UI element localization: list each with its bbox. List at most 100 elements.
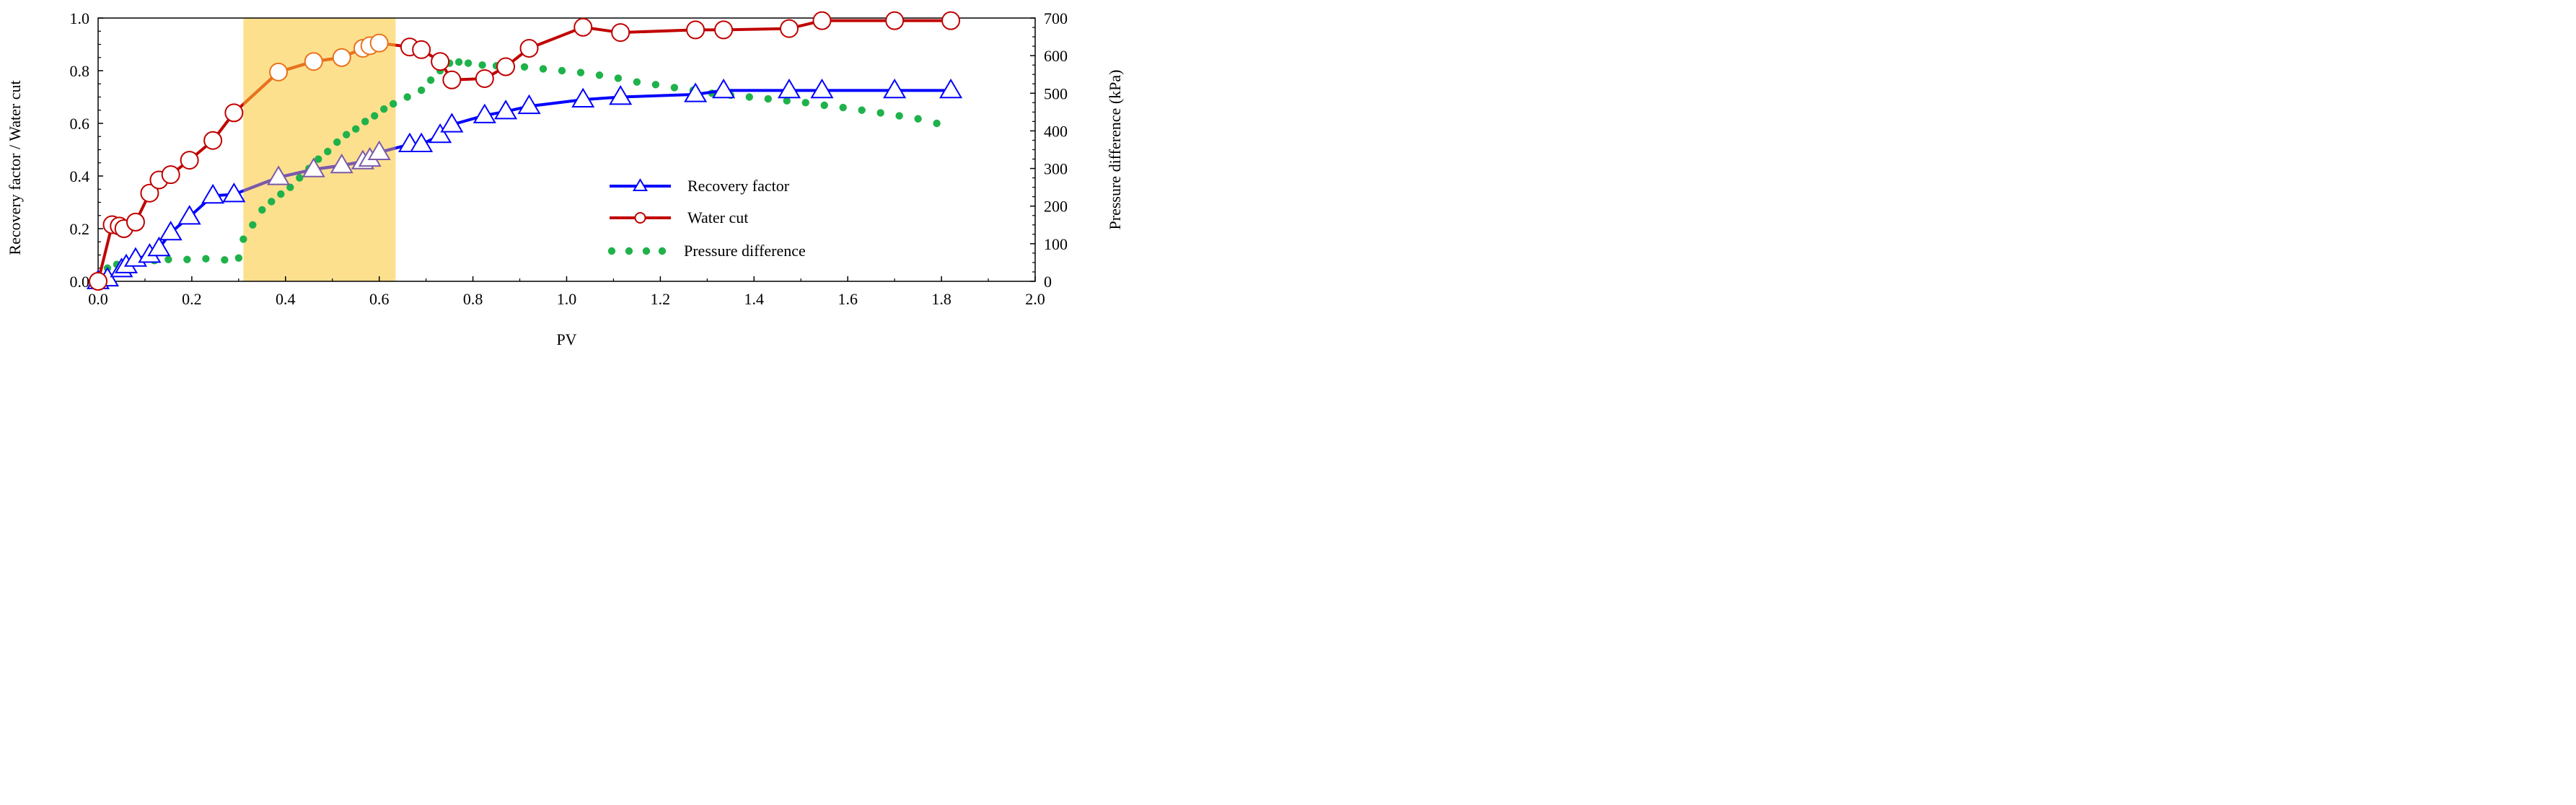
water-cut-point bbox=[431, 52, 450, 71]
water-cut-point bbox=[332, 48, 351, 67]
pressure-difference-point bbox=[651, 81, 660, 89]
pressure-difference-point bbox=[895, 112, 903, 120]
pressure-difference-point bbox=[454, 58, 463, 66]
pressure-difference-point bbox=[296, 174, 304, 182]
y-left-tick-label: 0.2 bbox=[70, 220, 90, 238]
water-cut-line bbox=[97, 19, 951, 282]
pressure-difference-point bbox=[670, 84, 679, 92]
water-cut-line-in-band bbox=[243, 41, 396, 107]
recovery-factor-point bbox=[201, 183, 225, 204]
recovery-factor-point bbox=[472, 103, 496, 123]
water-cut-point bbox=[442, 70, 462, 89]
recovery-factor-point bbox=[302, 157, 325, 177]
pressure-difference-point bbox=[221, 256, 229, 264]
pressure-difference-point bbox=[234, 254, 243, 262]
recovery-factor-point bbox=[222, 182, 246, 203]
series-layer bbox=[86, 11, 963, 291]
water-cut-point bbox=[686, 20, 705, 40]
water-cut-point bbox=[780, 19, 799, 38]
y-left-tick-label: 0.0 bbox=[70, 273, 90, 291]
y-right-tick-label: 500 bbox=[1044, 84, 1068, 102]
y-left-tick-label: 0.4 bbox=[70, 167, 90, 185]
x-tick-label: 1.6 bbox=[838, 290, 858, 308]
legend-label-pressure-difference: Pressure difference bbox=[684, 242, 806, 260]
pressure-difference-point bbox=[371, 112, 379, 120]
y-right-tick-label: 300 bbox=[1044, 160, 1068, 178]
x-tick-label: 1.8 bbox=[931, 290, 951, 308]
pressure-difference-point bbox=[258, 206, 266, 214]
water-cut-point bbox=[519, 38, 539, 58]
water-cut-point bbox=[573, 17, 593, 37]
x-tick-label: 1.4 bbox=[744, 290, 765, 308]
water-cut-point bbox=[224, 103, 244, 123]
pressure-difference-point bbox=[352, 125, 360, 133]
pressure-difference-point bbox=[389, 100, 397, 108]
pressure-difference-point bbox=[858, 106, 866, 114]
legend: Recovery factor Water cut Pressure diffe… bbox=[607, 177, 806, 260]
pressure-difference-point bbox=[202, 255, 210, 263]
pressure-difference-point bbox=[361, 118, 369, 126]
pressure-difference-point bbox=[464, 59, 472, 67]
recovery-factor-point bbox=[777, 78, 801, 99]
recovery-factor-point bbox=[428, 123, 452, 144]
recovery-factor-point bbox=[517, 94, 541, 115]
pressure-difference-point bbox=[914, 115, 922, 123]
x-tick-label: 1.0 bbox=[557, 290, 577, 308]
recovery-factor-point bbox=[571, 87, 595, 107]
pressure-difference-point bbox=[783, 97, 791, 105]
pressure-difference-point bbox=[764, 94, 772, 103]
water-cut-point bbox=[161, 165, 180, 185]
y-left-tick-label: 0.6 bbox=[70, 115, 90, 133]
legend-dot-pressure-difference bbox=[658, 247, 667, 255]
x-tick-label: 0.2 bbox=[182, 290, 202, 308]
pressure-difference-point bbox=[183, 255, 191, 263]
x-tick-label: 0.0 bbox=[88, 290, 108, 308]
pressure-difference-point bbox=[539, 65, 548, 73]
legend-item-recovery-factor: Recovery factor bbox=[610, 177, 790, 195]
pressure-difference-point bbox=[614, 74, 623, 82]
pressure-difference-point bbox=[820, 101, 828, 110]
water-cut-point bbox=[126, 212, 145, 232]
pressure-difference-point bbox=[343, 131, 351, 138]
legend-dot-pressure-difference bbox=[642, 247, 651, 255]
water-cut-point bbox=[412, 40, 431, 59]
pressure-difference-point bbox=[315, 155, 322, 163]
pressure-difference-point bbox=[876, 109, 884, 117]
pressure-difference-point bbox=[333, 138, 341, 146]
water-cut-point bbox=[180, 151, 199, 170]
recovery-factor-point bbox=[367, 140, 391, 160]
water-cut-point bbox=[269, 62, 289, 82]
y-right-tick-label: 100 bbox=[1044, 235, 1068, 253]
legend-item-water-cut: Water cut bbox=[610, 208, 748, 226]
water-cut-point bbox=[714, 20, 734, 40]
pressure-difference-point bbox=[745, 93, 754, 101]
pressure-difference-point bbox=[520, 63, 529, 71]
recovery-factor-point bbox=[410, 132, 434, 153]
y-right-tick-label: 400 bbox=[1044, 122, 1068, 140]
pressure-difference-point bbox=[268, 198, 276, 206]
water-cut-point bbox=[812, 11, 832, 30]
chart: 0.0 0.2 0.4 0.6 0.8 1.0 1.2 1.4 1.6 1.8 2.0 0.0 0.2 0… bbox=[6, 9, 1124, 348]
legend-dot-pressure-difference bbox=[625, 247, 633, 255]
pressure-difference-point bbox=[417, 86, 426, 94]
water-cut-point bbox=[89, 272, 107, 291]
pressure-difference-point bbox=[239, 235, 247, 243]
water-cut-point bbox=[203, 131, 223, 150]
legend-marker-pressure-difference bbox=[607, 247, 667, 255]
legend-item-pressure-difference: Pressure difference bbox=[607, 242, 806, 260]
pressure-difference-point bbox=[933, 119, 941, 128]
pressure-difference-point bbox=[324, 147, 332, 156]
recovery-factor-point bbox=[159, 220, 183, 241]
recovery-factor-point bbox=[330, 153, 353, 174]
y-right-tick-label: 200 bbox=[1044, 198, 1068, 216]
pressure-difference-point bbox=[379, 105, 388, 113]
y-right-axis-title: Pressure difference (kPa) bbox=[1106, 70, 1124, 230]
x-tick-label: 1.2 bbox=[651, 290, 671, 308]
legend-marker-water-cut bbox=[634, 212, 646, 224]
recovery-factor-line-in-band bbox=[243, 146, 396, 193]
legend-marker-recovery-factor bbox=[632, 178, 649, 192]
recovery-factor-point bbox=[609, 85, 633, 105]
recovery-factor-point bbox=[684, 82, 708, 102]
pressure-difference-point bbox=[478, 61, 486, 69]
pressure-difference-point bbox=[164, 255, 172, 263]
